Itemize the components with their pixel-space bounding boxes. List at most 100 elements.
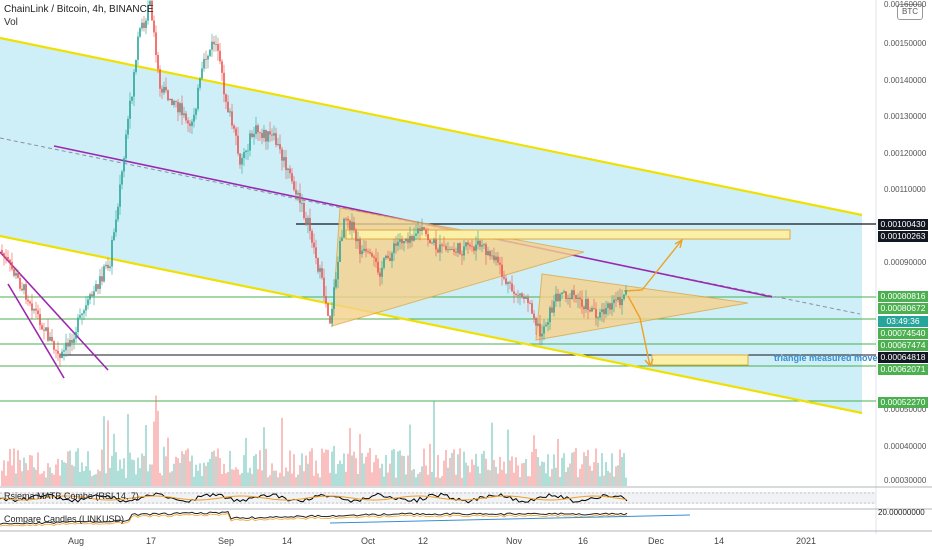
- volume-bar: [393, 448, 395, 486]
- volume-bar: [443, 460, 445, 486]
- volume-bar: [211, 451, 213, 486]
- volume-bar: [111, 455, 113, 486]
- volume-bar: [195, 464, 197, 486]
- candle-body: [131, 96, 133, 101]
- volume-bar: [625, 477, 627, 486]
- volume-bar: [231, 469, 233, 486]
- volume-bar: [347, 453, 349, 486]
- volume-bar: [259, 450, 261, 486]
- volume-bar: [577, 477, 579, 486]
- candle-body: [193, 114, 195, 122]
- volume-bar: [79, 471, 81, 486]
- volume-bar: [53, 474, 55, 486]
- candle-body: [611, 303, 613, 310]
- volume-bar: [183, 454, 185, 486]
- volume-bar: [573, 451, 575, 486]
- volume-bar: [21, 471, 23, 486]
- volume-bar: [201, 475, 203, 486]
- volume-bar: [477, 466, 479, 486]
- candle-body: [163, 86, 165, 93]
- candle-body: [263, 129, 265, 139]
- candle-body: [221, 61, 223, 73]
- volume-bar: [495, 466, 497, 486]
- volume-bar: [523, 462, 525, 486]
- candle-body: [579, 297, 581, 300]
- volume-bar: [207, 462, 209, 486]
- volume-bar: [127, 414, 129, 486]
- volume-bar: [139, 468, 141, 486]
- candle-body: [19, 277, 21, 289]
- candle-body: [603, 309, 605, 315]
- candle-body: [49, 336, 51, 341]
- candle-body: [597, 317, 599, 319]
- volume-bar: [307, 463, 309, 486]
- volume-bar: [561, 457, 563, 486]
- candle-body: [297, 192, 299, 195]
- candle-body: [153, 20, 155, 33]
- candle-body: [83, 310, 85, 314]
- candle-body: [563, 291, 565, 293]
- volume-bar: [383, 476, 385, 486]
- candle-body: [429, 239, 431, 244]
- candle-body: [111, 240, 113, 267]
- candle-body: [359, 239, 361, 255]
- candle-body: [283, 157, 285, 161]
- time-tick: Dec: [648, 536, 665, 546]
- volume-bar: [267, 477, 269, 486]
- volume-bar: [429, 443, 431, 486]
- volume-bar: [141, 453, 143, 486]
- candle-body: [539, 323, 541, 337]
- candle-body: [117, 206, 119, 220]
- candle-body: [267, 131, 269, 142]
- candle-body: [375, 257, 377, 262]
- volume-bar: [169, 472, 171, 486]
- candle-body: [1, 250, 3, 254]
- volume-bar: [387, 472, 389, 486]
- volume-bar: [403, 455, 405, 486]
- candle-body: [393, 243, 395, 254]
- rsi-ema-line: [0, 495, 628, 501]
- candle-body: [23, 284, 25, 291]
- candle-body: [269, 131, 271, 135]
- candle-body: [347, 218, 349, 221]
- volume-bar: [253, 455, 255, 486]
- volume-bar: [549, 476, 551, 486]
- candle-body: [65, 342, 67, 351]
- volume-bar: [435, 477, 437, 486]
- candle-body: [127, 118, 129, 135]
- candle-body: [405, 238, 407, 242]
- volume-bar: [563, 453, 565, 486]
- candle-body: [565, 291, 567, 299]
- channel-upper-line: [0, 36, 863, 217]
- candle-body: [587, 299, 589, 310]
- candle-body: [509, 282, 511, 284]
- volume-bar: [85, 466, 87, 486]
- volume-bar: [245, 437, 247, 486]
- volume-bar: [203, 462, 205, 486]
- candle-body: [331, 308, 333, 324]
- candle-body: [613, 299, 615, 304]
- volume-bar: [503, 461, 505, 486]
- volume-bar: [333, 445, 335, 486]
- candle-body: [487, 251, 489, 255]
- candle-body: [337, 261, 339, 280]
- candle-body: [521, 293, 523, 297]
- candle-body: [567, 297, 569, 299]
- candle-body: [499, 262, 501, 265]
- volume-bar: [483, 450, 485, 486]
- currency-badge[interactable]: BTC: [897, 4, 923, 20]
- candle-body: [425, 229, 427, 235]
- candle-body: [501, 264, 503, 277]
- candle-body: [63, 350, 65, 352]
- candle-body: [39, 314, 41, 326]
- candle-body: [465, 242, 467, 247]
- price-label: 0.00080672: [878, 303, 928, 314]
- volume-bar: [313, 475, 315, 486]
- candle-body: [305, 218, 307, 225]
- candle-body: [209, 49, 211, 56]
- candle-body: [459, 243, 461, 255]
- volume-bar: [445, 450, 447, 486]
- volume-bar: [99, 471, 101, 486]
- candle-body: [143, 22, 145, 28]
